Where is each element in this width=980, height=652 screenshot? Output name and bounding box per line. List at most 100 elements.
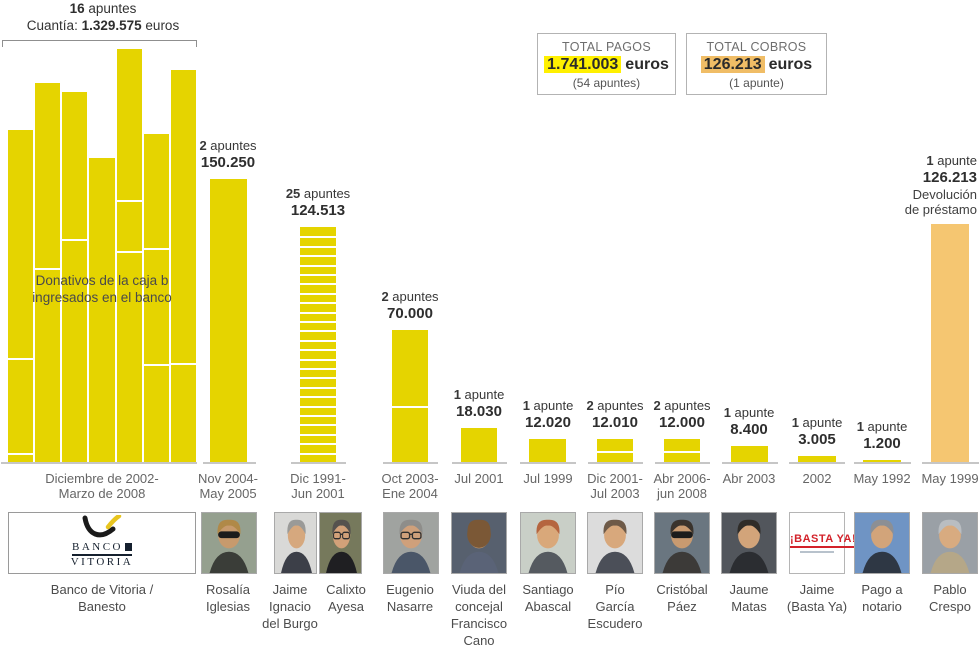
name-line: Eugenio [386, 582, 434, 597]
name-line: Jaime [799, 582, 835, 597]
bar-label-eugenio-nasarre: 2 apuntes 70.000 [340, 288, 480, 323]
total-pagos-title: TOTAL PAGOS [562, 40, 651, 54]
bar-segment-divider [300, 434, 336, 436]
bar-segment-divider [300, 443, 336, 445]
overlay-note-line2: ingresados en el banco [32, 289, 172, 305]
name-line: Rosalía [205, 582, 251, 597]
bar-amount: 8.400 [730, 421, 768, 438]
bar-note-line: Devolución [912, 187, 977, 202]
total-cobros-unit: euros [768, 56, 813, 73]
bar-segment-divider [300, 274, 336, 276]
bar-jaime-basta-ya [798, 456, 836, 462]
bar-segment-divider [116, 251, 142, 253]
bar-segment-divider [392, 406, 428, 408]
bar-amount: 18.030 [456, 403, 502, 420]
bar-label-jaime-basta-ya: 1 apunte 3.005 [747, 414, 887, 449]
bar-amount: 124.513 [290, 202, 346, 219]
bar-count: 1 apunte [856, 419, 908, 434]
total-pagos-amount: 1.741.003 [544, 56, 622, 73]
name-line: Jaume [729, 582, 769, 597]
date-line: Diciembre de 2002- [45, 471, 159, 486]
logo-square-icon [125, 543, 132, 552]
name-line: Ignacio [269, 599, 311, 614]
bar-pago-a-notario [863, 460, 901, 462]
bar-label-cristobal-paez: 2 apuntes 12.000 [612, 397, 752, 432]
bar-note-line: de préstamo [904, 202, 977, 217]
basta-ya-sign-text: ¡BASTA YA! [790, 533, 857, 548]
group-bracket [2, 40, 197, 47]
name-line: Cristóbal [656, 582, 708, 597]
bar-label-rosalia-iglesias: 2 apuntes 150.250 [158, 137, 298, 172]
name-line: Francisco [450, 616, 508, 631]
name-line: Banesto [78, 599, 126, 614]
name-line: Pago a [861, 582, 903, 597]
bar-segment-divider [143, 364, 169, 366]
name-line: Jaime [272, 582, 308, 597]
bar-label-pio-garcia-escudero: 2 apuntes 12.010 [545, 397, 685, 432]
bar-count: 1 apunte [926, 153, 977, 168]
photo-pago-a-notario [854, 512, 910, 574]
logo-banco-de-vitoria: BANCO VITORIA [8, 512, 196, 574]
bar-count-number: 2 [199, 138, 207, 153]
bar-group-column-3 [62, 92, 88, 462]
photo-pair-del-burgo-ayesa [274, 512, 362, 574]
bar-segment-divider [300, 293, 336, 295]
group-count-word: apuntes [88, 1, 137, 16]
name-label-jaime-ignacio-del-burgo: Jaime Ignacio del Burgo [262, 581, 318, 632]
date-label-rosalia-iglesias: Nov 2004- May 2005 [168, 471, 288, 501]
date-line: Jul 1999 [523, 471, 573, 486]
bar-count: 25 apuntes [285, 186, 351, 201]
name-line: Abascal [524, 599, 572, 614]
logo-text-vitoria: VITORIA [70, 556, 134, 568]
bar-segment-divider [300, 312, 336, 314]
bar-amount: 3.005 [798, 431, 836, 448]
bar-count-number: 1 [453, 387, 461, 402]
bar-count: 2 apuntes [381, 289, 439, 304]
date-label-jaime-ignacio-del-burgo-calixto-ayesa: Dic 1991- Jun 2001 [258, 471, 378, 501]
name-line: del Burgo [262, 616, 318, 631]
bar-amount: 150.250 [200, 154, 256, 171]
axis-baseline-segment [452, 462, 507, 464]
axis-baseline-segment [203, 462, 256, 464]
name-label-pago-a-notario: Pago a notario [827, 581, 937, 615]
photo-jaume-matas [721, 512, 777, 574]
date-line: Jun 2001 [291, 486, 345, 501]
bar-pablo-crespo [931, 224, 969, 462]
date-line: May 1999 [921, 471, 979, 486]
bar-segment-divider [300, 255, 336, 257]
photo-rosalia-iglesias [201, 512, 257, 574]
total-cobros-amount: 126.213 [700, 56, 765, 73]
total-pagos-box: TOTAL PAGOS 1.741.003 euros (54 apuntes) [537, 33, 676, 95]
name-pair-del-burgo-ayesa: Jaime Ignacio del Burgo Calixto Ayesa [262, 581, 374, 632]
axis-baseline-segment [383, 462, 438, 464]
group-annotation-count: 16 apuntes [0, 0, 206, 17]
date-line: Dic 2001- [587, 471, 643, 486]
bar-amount: 12.020 [525, 414, 571, 431]
name-line: Páez [667, 599, 697, 614]
bar-amount: 1.200 [863, 435, 901, 452]
bar-amount: 12.010 [592, 414, 638, 431]
axis-baseline-segment [520, 462, 576, 464]
group-annotation: 16 apuntes Cuantía: 1.329.575 euros [0, 0, 206, 34]
bar-segment-divider [8, 453, 34, 455]
basta-ya-sign-subline [800, 551, 834, 553]
total-cobros-box: TOTAL COBROS 126.213 euros (1 apunte) [686, 33, 827, 95]
bar-label-viuda-del-concejal-francisco-cano: 1 apunte 18.030 [409, 386, 549, 421]
bar-jaume-matas [731, 446, 768, 462]
total-cobros-title: TOTAL COBROS [706, 40, 807, 54]
bar-segment-divider [300, 424, 336, 426]
bar-segment-divider [300, 368, 336, 370]
date-line: Dic 1991- [290, 471, 346, 486]
bar-count-number: 1 [926, 153, 934, 168]
bar-segment-divider [300, 359, 336, 361]
date-line: Ene 2004 [382, 486, 438, 501]
date-line: Nov 2004- [198, 471, 258, 486]
name-line: Matas [731, 599, 767, 614]
bar-segment-divider [116, 200, 142, 202]
bar-label-jaime-ignacio-del-burgo-calixto-ayesa: 25 apuntes 124.513 [248, 185, 388, 220]
bar-group-column-7 [170, 70, 196, 462]
name-label-eugenio-nasarre: Eugenio Nasarre [355, 581, 465, 615]
logo-text-banco: BANCO [71, 541, 132, 556]
bar-count-number: 1 [723, 405, 731, 420]
